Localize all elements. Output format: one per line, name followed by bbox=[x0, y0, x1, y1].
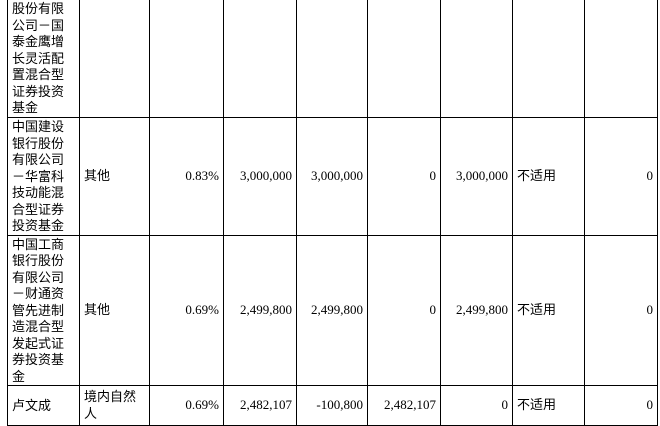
table-cell: 0 bbox=[584, 117, 658, 236]
table-cell: 0.69% bbox=[149, 385, 224, 426]
table-cell: 2,499,800 bbox=[296, 234, 368, 386]
table-cell bbox=[149, 0, 224, 118]
holder-name: 股份有限公司－国泰金鹰增长灵活配置混合型证券投资基金 bbox=[7, 0, 80, 118]
table-cell: 0 bbox=[584, 234, 658, 386]
table-cell: 其他 bbox=[79, 234, 150, 386]
table-cell: 2,482,107 bbox=[367, 385, 441, 426]
table-cell: 2,482,107 bbox=[223, 385, 297, 426]
table-row: 股份有限公司－国泰金鹰增长灵活配置混合型证券投资基金 bbox=[7, 0, 658, 118]
table-cell: 其他 bbox=[79, 117, 150, 236]
table-cell bbox=[296, 0, 368, 118]
table-cell: 2,499,800 bbox=[223, 234, 297, 386]
table-cell bbox=[584, 0, 658, 118]
table-cell bbox=[367, 0, 441, 118]
table-cell: 境内自然人 bbox=[79, 385, 150, 426]
table-cell: 3,000,000 bbox=[296, 117, 368, 236]
table-cell: 3,000,000 bbox=[223, 117, 297, 236]
holder-table: 股份有限公司－国泰金鹰增长灵活配置混合型证券投资基金 中国建设银行股份有限公司－华… bbox=[7, 0, 658, 426]
table-cell: 0 bbox=[367, 117, 441, 236]
table-row: 中国工商银行股份有限公司－财通资管先进制造混合型发起式证券投资基金 其他 0.69%… bbox=[7, 234, 658, 386]
table-cell: 0 bbox=[367, 234, 441, 386]
table-cell bbox=[512, 0, 585, 118]
table-cell: 3,000,000 bbox=[440, 117, 513, 236]
holder-name: 中国工商银行股份有限公司－财通资管先进制造混合型发起式证券投资基金 bbox=[7, 234, 80, 386]
table-row: 卢文成 境内自然人 0.69% 2,482,107 -100,800 2,482,107 0… bbox=[7, 385, 658, 426]
table-cell: 0 bbox=[440, 385, 513, 426]
table-cell: 不适用 bbox=[512, 234, 585, 386]
table-cell bbox=[223, 0, 297, 118]
table-row: 中国建设银行股份有限公司－华富科技动能混合型证券投资基金 其他 0.83% 3,000… bbox=[7, 117, 658, 236]
table-cell bbox=[440, 0, 513, 118]
table-cell: 不适用 bbox=[512, 385, 585, 426]
table-cell: 0.83% bbox=[149, 117, 224, 236]
table-cell: 0 bbox=[584, 385, 658, 426]
table-cell bbox=[79, 0, 150, 118]
table-cell: 2,499,800 bbox=[440, 234, 513, 386]
table-cell: 不适用 bbox=[512, 117, 585, 236]
page: 股份有限公司－国泰金鹰增长灵活配置混合型证券投资基金 中国建设银行股份有限公司－华… bbox=[7, 0, 658, 426]
holder-name: 卢文成 bbox=[7, 385, 80, 426]
holder-name: 中国建设银行股份有限公司－华富科技动能混合型证券投资基金 bbox=[7, 117, 80, 236]
table-cell: -100,800 bbox=[296, 385, 368, 426]
table-cell: 0.69% bbox=[149, 234, 224, 386]
